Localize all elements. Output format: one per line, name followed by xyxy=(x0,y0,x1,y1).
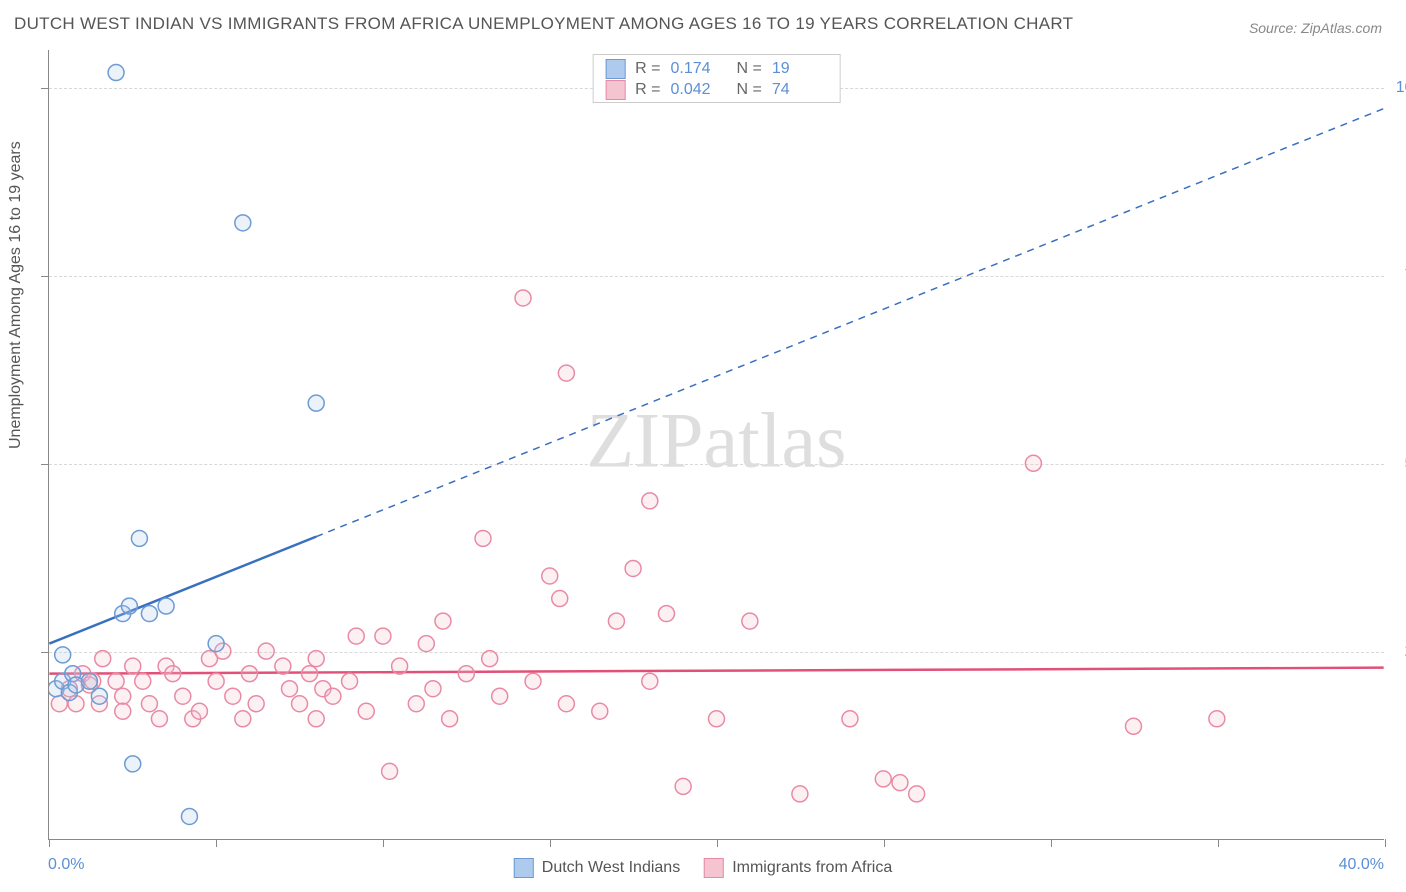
x-tick xyxy=(1051,839,1052,847)
y-tick xyxy=(41,88,49,89)
r-value-1: 0.042 xyxy=(671,81,727,99)
legend-swatch-series-0 xyxy=(605,59,625,79)
x-axis-min-label: 0.0% xyxy=(48,856,84,874)
x-tick xyxy=(884,839,885,847)
y-tick xyxy=(41,464,49,465)
legend-label-0: Dutch West Indians xyxy=(542,859,680,877)
legend-label-1: Immigrants from Africa xyxy=(732,859,892,877)
n-label: N = xyxy=(737,81,762,99)
x-tick xyxy=(1218,839,1219,847)
r-value-0: 0.174 xyxy=(671,60,727,78)
x-tick xyxy=(383,839,384,847)
y-axis-label: Unemployment Among Ages 16 to 19 years xyxy=(7,141,25,449)
n-value-0: 19 xyxy=(772,60,828,78)
legend-swatch-0 xyxy=(514,858,534,878)
n-label: N = xyxy=(737,60,762,78)
chart-title: DUTCH WEST INDIAN VS IMMIGRANTS FROM AFR… xyxy=(14,14,1073,34)
x-tick xyxy=(49,839,50,847)
x-axis-max-label: 40.0% xyxy=(1339,856,1384,874)
series-legend: Dutch West Indians Immigrants from Afric… xyxy=(514,858,892,878)
n-value-1: 74 xyxy=(772,81,828,99)
legend-item-1: Immigrants from Africa xyxy=(704,858,892,878)
r-label: R = xyxy=(635,60,660,78)
x-tick xyxy=(550,839,551,847)
r-label: R = xyxy=(635,81,660,99)
legend-swatch-series-1 xyxy=(605,80,625,100)
scatter-svg xyxy=(49,50,1384,839)
x-tick xyxy=(1385,839,1386,847)
legend-row: R = 0.174 N = 19 xyxy=(605,59,828,79)
legend-row: R = 0.042 N = 74 xyxy=(605,80,828,100)
correlation-legend: R = 0.174 N = 19 R = 0.042 N = 74 xyxy=(592,54,841,103)
plot-area: ZIPatlas R = 0.174 N = 19 R = 0.042 N = … xyxy=(48,50,1384,840)
y-tick xyxy=(41,276,49,277)
source-attribution: Source: ZipAtlas.com xyxy=(1249,20,1382,36)
legend-item-0: Dutch West Indians xyxy=(514,858,680,878)
y-tick xyxy=(41,652,49,653)
x-tick xyxy=(216,839,217,847)
y-tick-label: 100.0% xyxy=(1396,79,1406,97)
x-tick xyxy=(717,839,718,847)
legend-swatch-1 xyxy=(704,858,724,878)
